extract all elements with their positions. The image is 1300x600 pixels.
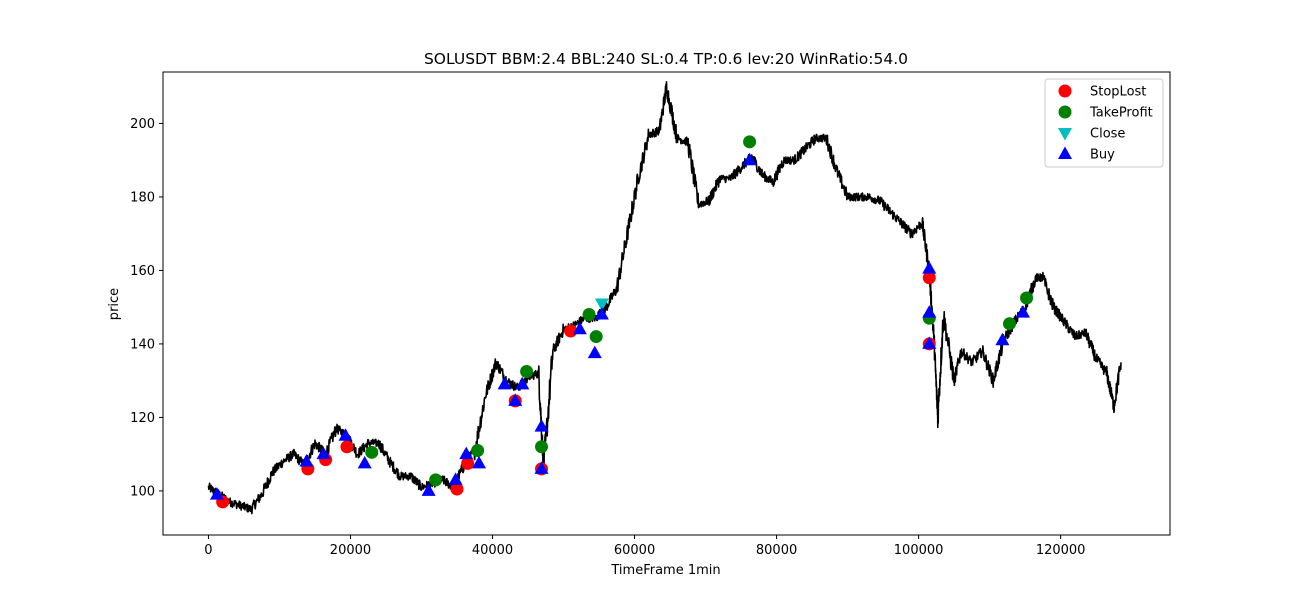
x-axis-label: TimeFrame 1min [610, 563, 720, 578]
x-tick-label: 80000 [756, 543, 797, 558]
buy-marker [922, 305, 937, 318]
y-tick-label: 100 [130, 484, 155, 499]
buy-marker [587, 345, 602, 359]
buy-marker [472, 455, 487, 469]
legend-buy-icon [1058, 146, 1072, 159]
buy-marker [338, 428, 353, 441]
y-tick-label: 140 [130, 337, 155, 352]
takeprofit-marker [582, 308, 596, 322]
buy-marker [534, 419, 549, 432]
buy-marker [421, 483, 436, 496]
buy-marker [316, 446, 331, 460]
buy-marker [572, 321, 587, 335]
takeprofit-marker [471, 443, 485, 457]
buy-marker [742, 152, 757, 166]
buy-marker [209, 487, 224, 500]
legend-label: Close [1090, 127, 1125, 142]
legend-box [1044, 78, 1164, 168]
buy-marker [1015, 305, 1030, 318]
buy-marker [508, 393, 523, 406]
stoplost-marker [461, 456, 475, 470]
buy-marker [995, 332, 1010, 346]
x-tick-label: 120000 [1036, 543, 1086, 558]
x-axis-ticks: 0 20000 40000 60000 80000 100000 120000 [204, 535, 1085, 558]
buy-marker [594, 307, 609, 320]
takeprofit-marker [365, 445, 379, 459]
close-marker [594, 298, 609, 311]
legend-label: Buy [1090, 148, 1115, 163]
plot-area [207, 81, 1122, 515]
price-line [207, 81, 1122, 515]
plot-frame [162, 71, 1171, 536]
buy-marker [299, 454, 314, 467]
legend-label: TakeProfit [1089, 106, 1153, 121]
y-axis-label: price [107, 288, 122, 320]
y-axis-ticks: 100 120 140 160 180 200 [130, 117, 163, 499]
x-tick-label: 60000 [614, 543, 655, 558]
y-tick-label: 120 [130, 411, 155, 426]
stoplost-marker [450, 482, 464, 496]
takeprofit-marker [743, 135, 757, 149]
takeprofit-marker [1003, 317, 1017, 331]
y-tick-label: 180 [130, 190, 155, 205]
takeprofit-marker [429, 473, 443, 487]
x-tick-label: 0 [204, 543, 212, 558]
buy-marker [922, 336, 937, 349]
x-tick-label: 20000 [330, 543, 371, 558]
legend: StopLost TakeProfit Close Buy [1044, 78, 1164, 168]
y-tick-label: 200 [130, 117, 155, 132]
takeprofit-markers [365, 135, 1034, 487]
takeprofit-marker [589, 330, 603, 344]
y-tick-label: 160 [130, 264, 155, 279]
legend-stoplost-icon [1058, 84, 1072, 98]
x-tick-label: 100000 [894, 543, 944, 558]
buy-marker [448, 472, 463, 485]
buy-marker [515, 376, 530, 390]
legend-close-icon [1058, 128, 1072, 141]
buy-marker [357, 455, 372, 469]
legend-takeprofit-icon [1058, 105, 1072, 119]
stoplost-marker [564, 324, 578, 338]
takeprofit-marker [520, 364, 534, 378]
buy-marker [497, 376, 512, 390]
x-tick-label: 40000 [472, 543, 513, 558]
chart-title: SOLUSDT BBM:2.4 BBL:240 SL:0.4 TP:0.6 le… [424, 50, 908, 68]
stoplost-marker [922, 271, 936, 285]
takeprofit-marker [1020, 291, 1034, 305]
buy-marker [922, 261, 937, 274]
buy-markers [209, 152, 1030, 500]
buy-marker [459, 446, 474, 460]
legend-label: StopLost [1090, 85, 1146, 100]
buy-marker [534, 461, 549, 474]
takeprofit-marker [535, 440, 549, 454]
stoplost-markers [216, 271, 936, 509]
close-markers [594, 298, 609, 311]
stoplost-marker [340, 440, 354, 454]
